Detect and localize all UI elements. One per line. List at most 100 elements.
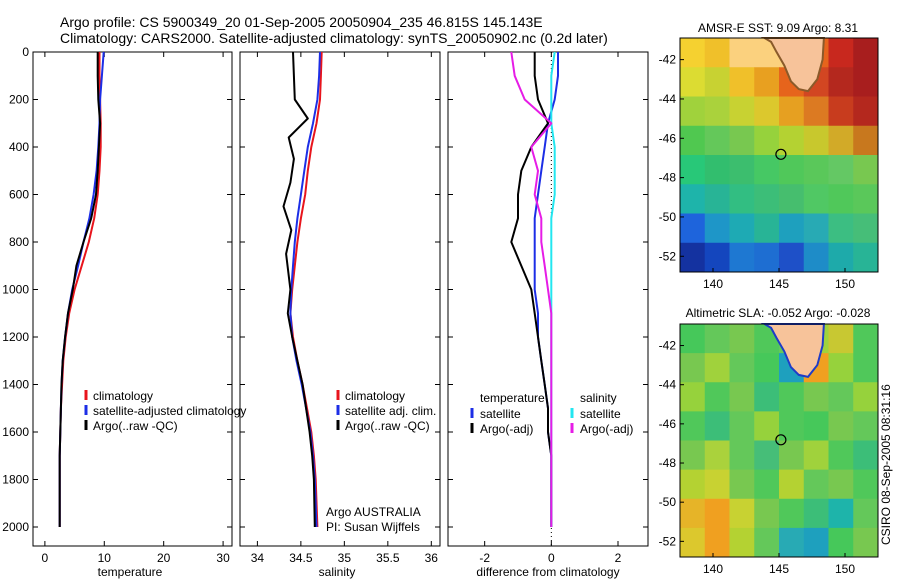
- salinity-axis-label: salinity: [319, 565, 356, 579]
- csiro-timestamp: CSIRO 08-Sep-2005 08:31:16: [879, 384, 893, 545]
- heatmap-cell: [680, 67, 706, 97]
- legend-label: satellite adj. clim.: [345, 404, 436, 418]
- legend-label: Argo(-adj): [580, 422, 633, 436]
- heatmap-cell: [828, 38, 854, 68]
- heatmap-cell: [729, 440, 755, 471]
- heatmap-cell: [779, 440, 805, 471]
- y-tick-label: 600: [9, 188, 29, 202]
- y-tick-label: -44: [659, 92, 677, 106]
- argo-float-marker: [775, 434, 787, 446]
- heatmap-cell: [828, 527, 854, 558]
- heatmap-cell: [729, 155, 755, 185]
- heatmap-cell: [853, 527, 879, 558]
- sst-map-panel: AMSR-E SST: 9.09 Argo: 8.31 140 145 150 -42…: [659, 21, 879, 291]
- legend-label: climatology: [93, 389, 153, 403]
- y-tick-label: 0: [22, 45, 29, 59]
- heatmap-cell: [853, 96, 879, 127]
- heatmap-cell: [754, 184, 780, 214]
- credit-line-2: PI: Susan Wijffels: [326, 520, 420, 534]
- x-tick-label: 35: [338, 551, 352, 565]
- axes-frame: [32, 51, 233, 547]
- x-tick-label: 20: [157, 551, 171, 565]
- x-tick-label: -2: [479, 551, 490, 565]
- heatmap-cell: [754, 67, 780, 97]
- y-tick-label: -46: [659, 131, 677, 145]
- heatmap-cell: [779, 184, 805, 214]
- heatmap-cell: [754, 155, 780, 185]
- heatmap-cell: [680, 38, 706, 68]
- y-tick-label: -42: [659, 339, 677, 353]
- heatmap-cell: [779, 213, 805, 244]
- x-tick-label: 145: [769, 277, 789, 291]
- credit-line-1: Argo AUSTRALIA: [326, 505, 421, 519]
- x-tick-label: 34.5: [289, 551, 313, 565]
- legend-label: Argo(-adj): [480, 422, 533, 436]
- heatmap-cell: [704, 324, 730, 354]
- heatmap-cell: [853, 382, 879, 412]
- heatmap-cell: [704, 527, 730, 558]
- heatmap-cell: [704, 353, 730, 383]
- series-line-climatology: [58, 52, 102, 527]
- y-tick-label: 1800: [2, 473, 29, 487]
- heatmap-cell: [704, 440, 730, 471]
- temperature-axis-label: temperature: [98, 565, 163, 579]
- heatmap-cell: [853, 38, 879, 68]
- heatmap-cell: [680, 440, 706, 471]
- heatmap-cell: [779, 498, 805, 529]
- heatmap-cell: [754, 382, 780, 412]
- heatmap-cell: [754, 96, 780, 127]
- heatmap-cell: [853, 498, 879, 529]
- heatmap-cell: [828, 213, 854, 244]
- heatmap-cell: [729, 38, 755, 68]
- x-tick-label: 150: [835, 562, 855, 576]
- y-tick-label: 400: [9, 140, 29, 154]
- heatmap-cell: [828, 96, 854, 127]
- x-tick-label: 10: [98, 551, 112, 565]
- heatmap-cell: [803, 382, 829, 412]
- series-line-temperature-argo-adj-: [510, 52, 553, 527]
- difference-profile-panel: difference from climatology -2 0 2 temperat…: [447, 51, 649, 579]
- heatmap-cell: [729, 184, 755, 214]
- heatmap-cell: [680, 96, 706, 127]
- x-tick-label: 145: [769, 562, 789, 576]
- y-tick-label: 200: [9, 93, 29, 107]
- y-tick-label: -42: [659, 53, 677, 67]
- heatmap-cell: [803, 527, 829, 558]
- heatmap-cell: [803, 498, 829, 529]
- series-line-argo-raw-qc-: [282, 51, 316, 528]
- heatmap-cell: [828, 353, 854, 383]
- heatmap-cell: [704, 125, 730, 156]
- heatmap-cell: [853, 353, 879, 383]
- heatmap-cell: [729, 411, 755, 441]
- y-tick-label: -48: [659, 456, 677, 470]
- series-line-climatology: [289, 51, 323, 528]
- heatmap-cell: [828, 382, 854, 412]
- heatmap-cell: [680, 498, 706, 529]
- heatmap-cell: [680, 324, 706, 354]
- heatmap-cell: [853, 67, 879, 97]
- sla-map-title: Altimetric SLA: -0.052 Argo: -0.028: [686, 306, 871, 320]
- legend-group-title: temperature: [480, 391, 545, 405]
- heatmap-cell: [779, 469, 805, 500]
- heatmap-cell: [754, 469, 780, 500]
- salinity-profile-panel: salinity Argo AUSTRALIA PI: Susan Wijffe…: [239, 51, 441, 579]
- heatmap-cell: [754, 353, 780, 383]
- heatmap-cell: [779, 527, 805, 558]
- figure-title-line2: Climatology: CARS2000. Satellite-adjuste…: [60, 30, 608, 46]
- heatmap-cell: [754, 527, 780, 558]
- sst-map-title: AMSR-E SST: 9.09 Argo: 8.31: [698, 21, 858, 35]
- heatmap-cell: [704, 382, 730, 412]
- heatmap-cell: [828, 242, 854, 273]
- heatmap-cell: [680, 527, 706, 558]
- legend-label: satellite-adjusted climatology: [93, 404, 246, 418]
- heatmap-cell: [828, 125, 854, 156]
- x-tick-label: 0: [42, 551, 49, 565]
- heatmap-cell: [704, 498, 730, 529]
- argo-float-marker: [775, 148, 787, 160]
- series-line-argo-raw-qc-: [58, 52, 102, 527]
- heatmap-cell: [704, 469, 730, 500]
- heatmap-cell: [803, 411, 829, 441]
- heatmap-cell: [680, 469, 706, 500]
- heatmap-cell: [680, 382, 706, 412]
